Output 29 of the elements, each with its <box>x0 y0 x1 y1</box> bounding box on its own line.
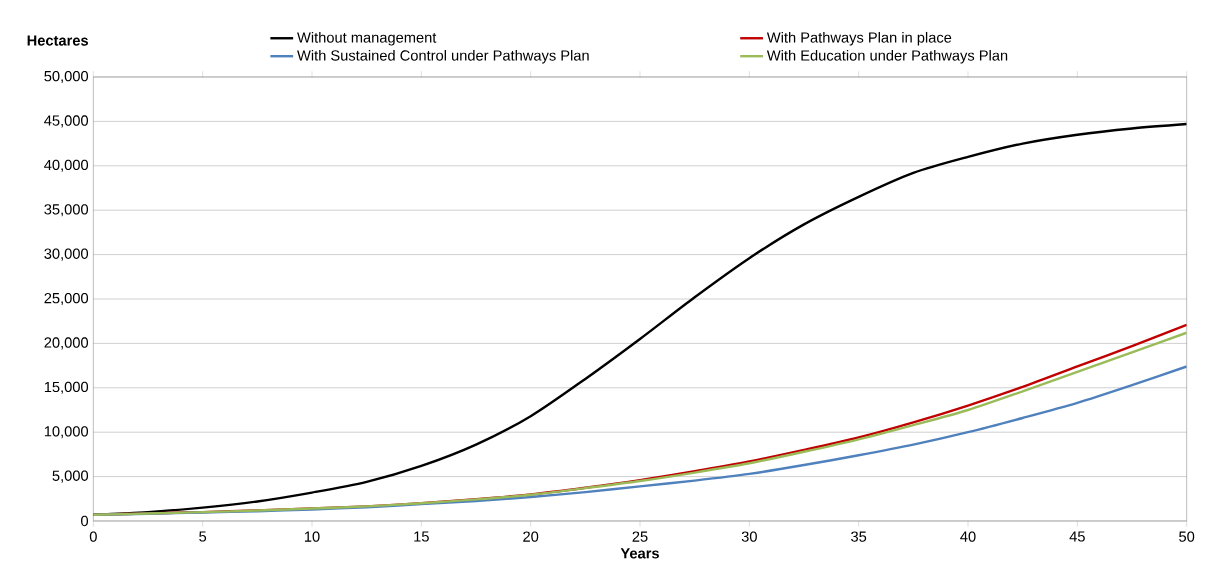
y-tick-label: 15,000 <box>44 381 89 394</box>
y-tick-label: 10,000 <box>44 426 89 439</box>
legend-label: Without management <box>297 31 437 46</box>
x-tick-label: 45 <box>1069 531 1085 542</box>
y-tick-label: 5,000 <box>52 470 89 483</box>
x-tick-label: 40 <box>960 531 976 542</box>
y-tick-label: 35,000 <box>44 204 89 217</box>
line-series <box>93 122 1187 516</box>
y-tick-label: 30,000 <box>44 248 89 261</box>
legend-label: With Education under Pathways Plan <box>766 49 1008 64</box>
x-tick-label: 25 <box>632 531 648 542</box>
x-tick-label: 30 <box>741 531 757 542</box>
y-tick-label: 20,000 <box>44 337 89 350</box>
y-tick-label: 40,000 <box>44 159 89 172</box>
x-tick-label: 5 <box>199 531 207 542</box>
x-tick-label: 15 <box>414 531 429 542</box>
y-tick-label: 45,000 <box>44 115 89 128</box>
x-tick-label: 10 <box>304 531 320 542</box>
x-tick-label: 50 <box>1179 531 1195 542</box>
y-axis-title: Hectares <box>27 35 89 46</box>
x-axis-title: Years <box>620 548 659 559</box>
y-tick-label: 0 <box>81 515 89 527</box>
legend-label: With Sustained Control under Pathways Plan <box>297 49 589 64</box>
y-tick-label: 25,000 <box>44 292 89 306</box>
x-tick-label: 35 <box>851 531 867 542</box>
x-tick-label: 0 <box>89 531 97 542</box>
x-tick-label: 20 <box>523 531 539 542</box>
y-tick-label: 50,000 <box>44 70 89 84</box>
legend-label: With Pathways Plan in place <box>766 31 952 46</box>
